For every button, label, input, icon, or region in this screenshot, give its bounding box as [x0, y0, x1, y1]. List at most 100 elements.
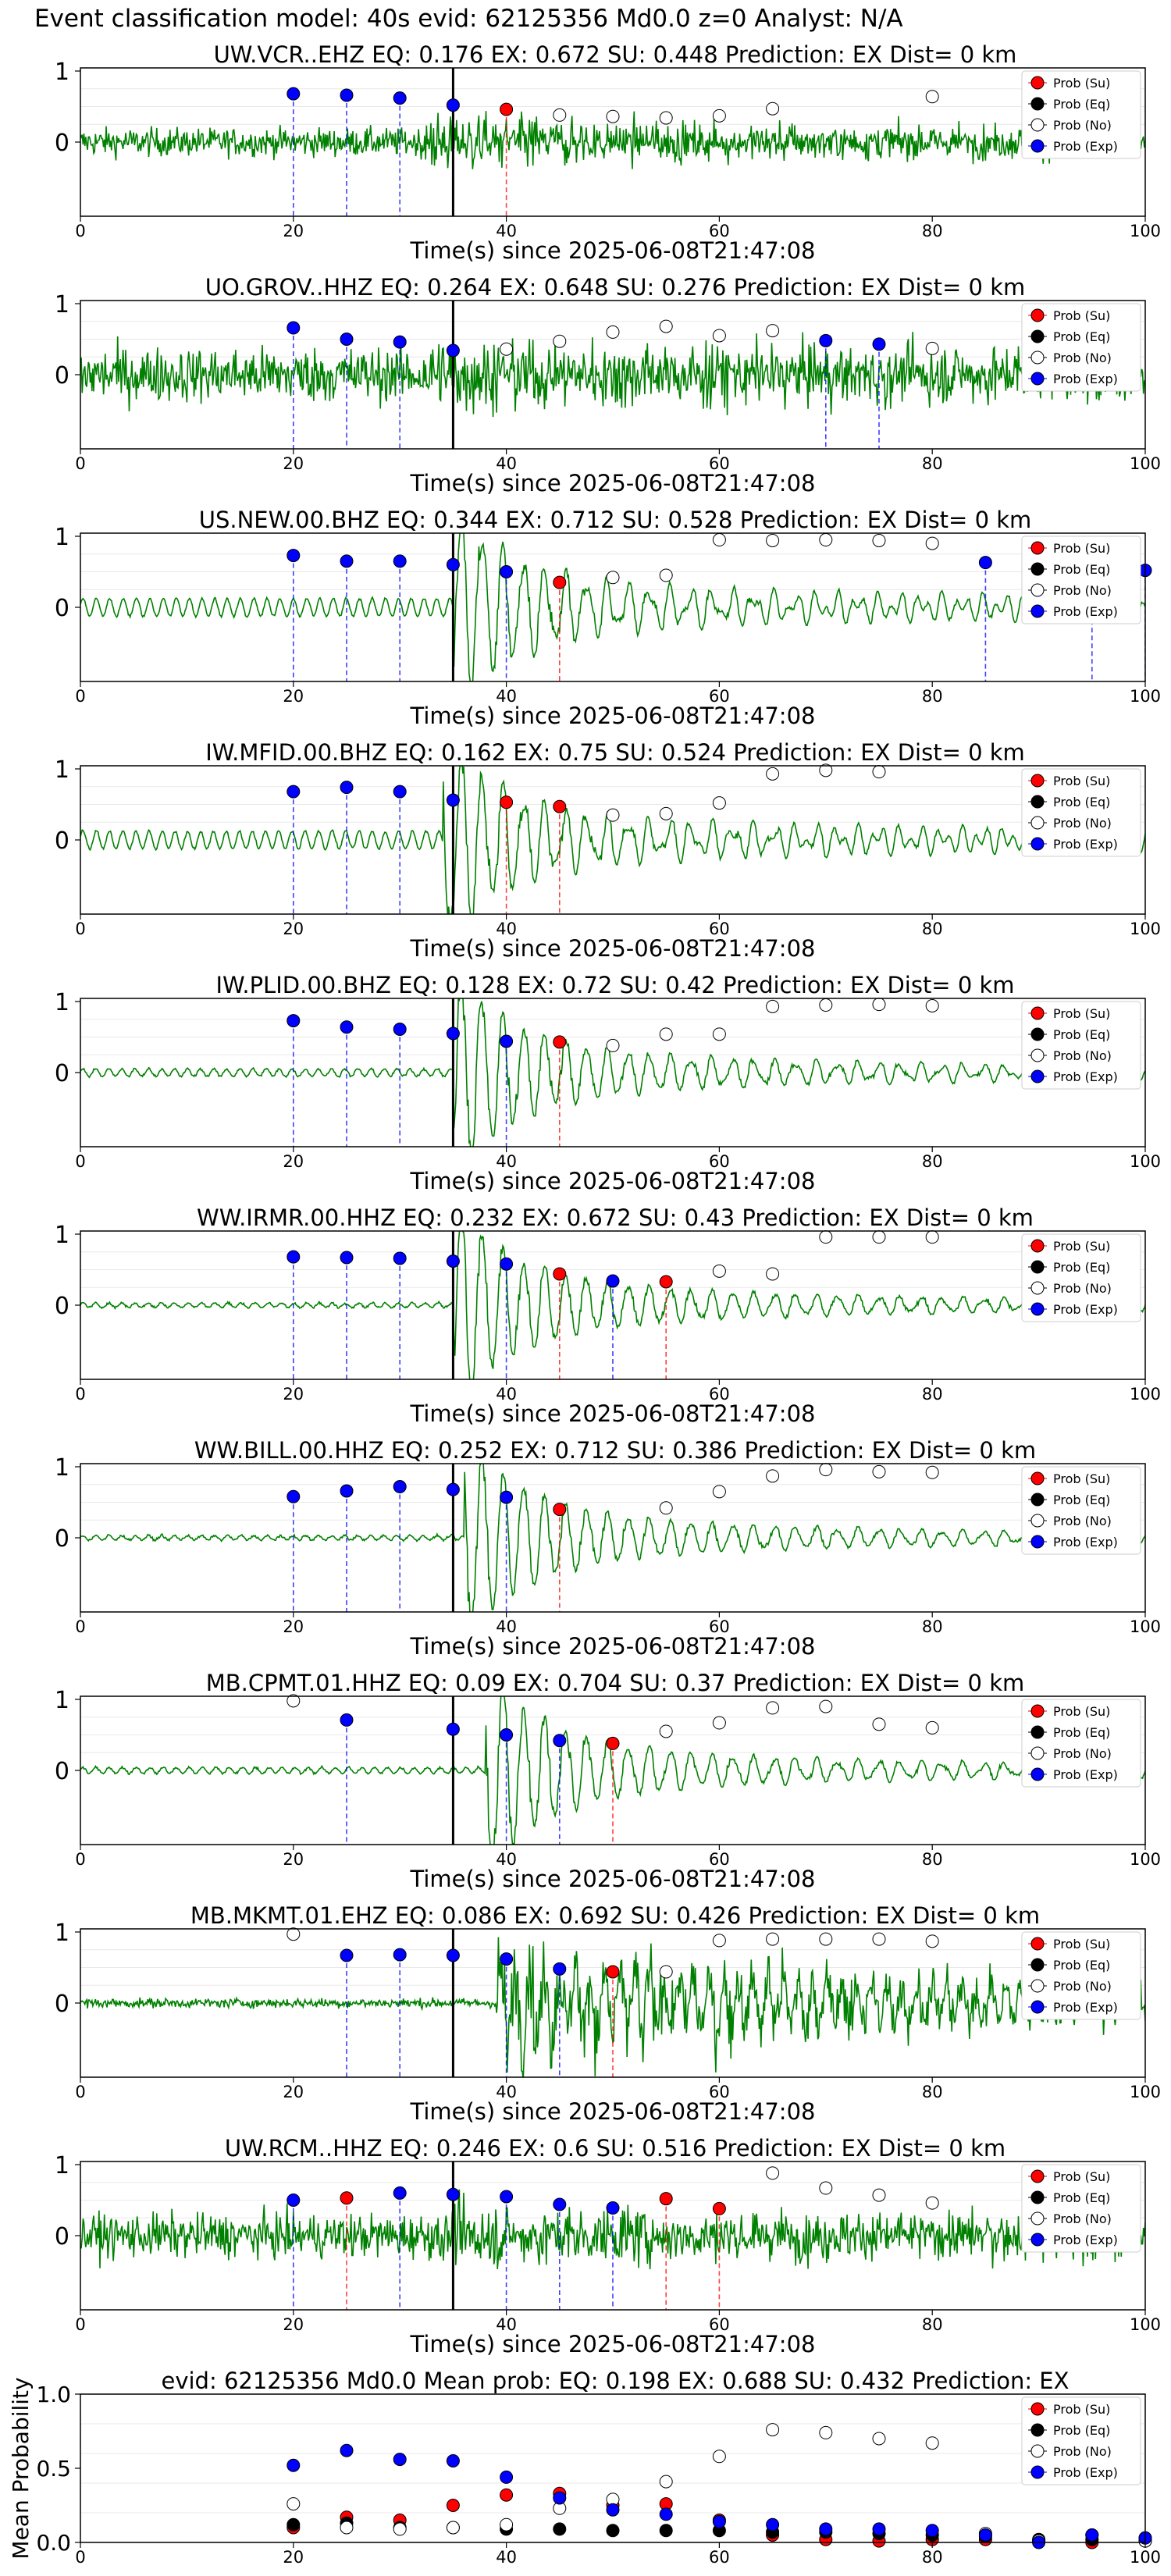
x-tick-label: 80	[922, 2315, 943, 2334]
legend-label: Prob (No)	[1053, 1281, 1112, 1296]
prob-point-no	[500, 342, 514, 356]
mean-point-eq	[659, 2524, 673, 2538]
prob-point-no	[925, 90, 939, 104]
x-tick-label: 20	[283, 2315, 304, 2334]
waveform-trace	[80, 332, 1145, 418]
prob-point-no	[287, 1694, 301, 1708]
x-tick-label: 80	[922, 1152, 943, 1171]
prob-point-exp	[606, 2201, 620, 2215]
legend-marker-eq	[1030, 1260, 1045, 1274]
mean-point-exp	[1085, 2528, 1099, 2542]
legend-label: Prob (No)	[1053, 1514, 1112, 1528]
legend: Prob (Su) Prob (Eq) Prob (No) Prob (Exp)	[1021, 1466, 1141, 1555]
legend-marker-exp	[1030, 2465, 1045, 2479]
mean-point-no	[287, 2497, 301, 2511]
prob-point-no	[872, 533, 886, 547]
mean-point-exp	[872, 2522, 886, 2536]
x-axis-label: Time(s) since 2025-06-08T21:47:08	[410, 935, 816, 962]
legend-label: Prob (Eq)	[1053, 562, 1110, 577]
prob-point-no	[819, 1230, 833, 1244]
mean-point-exp	[393, 2453, 407, 2467]
x-axis-label: Time(s) since 2025-06-08T21:47:08	[410, 703, 816, 729]
x-tick-label: 40	[496, 2548, 517, 2567]
legend-label: Prob (Eq)	[1053, 2190, 1110, 2205]
prob-point-exp	[500, 1034, 514, 1048]
x-tick-label: 100	[1130, 1385, 1161, 1404]
prob-point-no	[712, 1934, 726, 1948]
y-tick-label: 0	[55, 1991, 69, 2018]
prob-point-exp	[978, 556, 992, 570]
x-tick-label: 60	[709, 687, 730, 706]
prob-point-no	[606, 571, 620, 585]
y-tick-label: 0	[55, 827, 69, 855]
x-tick-label: 20	[283, 1850, 304, 1869]
prob-point-exp	[340, 333, 354, 346]
x-tick-label: 20	[283, 1385, 304, 1404]
prob-point-no	[606, 109, 620, 123]
x-tick-label: 20	[283, 2083, 304, 2101]
prob-point-no	[712, 109, 726, 123]
legend-marker-eq	[1030, 1493, 1045, 1507]
prob-point-exp	[340, 781, 354, 795]
legend-marker-no	[1030, 1514, 1045, 1528]
prob-point-no	[712, 1027, 726, 1041]
mean-point-exp	[606, 2503, 620, 2517]
legend-label: Prob (Eq)	[1053, 2423, 1110, 2438]
mean-point-exp	[287, 2458, 301, 2472]
prob-point-exp	[340, 1948, 354, 1962]
x-tick-label: 20	[283, 920, 304, 938]
prob-point-exp	[446, 557, 460, 571]
legend-label: Prob (No)	[1053, 1746, 1112, 1761]
panel-title: US.NEW.00.BHZ EQ: 0.344 EX: 0.712 SU: 0.…	[199, 507, 1032, 533]
x-tick-label: 100	[1130, 1850, 1161, 1869]
x-tick-label: 60	[709, 1617, 730, 1636]
legend-label: Prob (No)	[1053, 816, 1112, 831]
prob-point-no	[712, 1716, 726, 1730]
legend-label: Prob (No)	[1053, 2444, 1112, 2459]
prob-point-no	[819, 1699, 833, 1713]
y-axis-label: Mean Probability	[8, 2377, 34, 2559]
plot-area	[80, 2394, 1145, 2542]
x-tick-label: 0	[75, 1617, 85, 1636]
x-tick-label: 40	[496, 1617, 517, 1636]
y-tick-label: 1	[55, 1920, 69, 1947]
prob-point-no	[766, 2166, 780, 2180]
x-tick-label: 0	[75, 920, 85, 938]
legend-marker-exp	[1030, 1767, 1045, 1781]
legend-label: Prob (Su)	[1053, 76, 1110, 91]
prob-point-no	[712, 1485, 726, 1499]
prob-point-no	[712, 1264, 726, 1278]
x-tick-label: 0	[75, 2315, 85, 2334]
prob-point-no	[287, 1927, 301, 1941]
prob-point-no	[925, 1720, 939, 1735]
prob-point-no	[659, 1724, 673, 1738]
x-tick-label: 0	[75, 222, 85, 240]
x-tick-label: 80	[922, 1617, 943, 1636]
station-panel-9: MB.MKMT.01.EHZ EQ: 0.086 EX: 0.692 SU: 0…	[55, 1902, 1161, 2125]
legend-label: Prob (Eq)	[1053, 1725, 1110, 1740]
legend-marker-su	[1030, 1937, 1045, 1951]
legend-marker-su	[1030, 76, 1045, 90]
prob-point-exp	[287, 785, 301, 799]
prob-point-no	[766, 533, 780, 547]
legend-label: Prob (Su)	[1053, 2402, 1110, 2417]
legend-label: Prob (Eq)	[1053, 1027, 1110, 1042]
mean-point-exp	[659, 2507, 673, 2521]
x-tick-label: 0	[75, 1152, 85, 1171]
mean-point-no	[712, 2450, 726, 2464]
prob-point-exp	[500, 1952, 514, 1966]
legend-box	[1021, 1001, 1141, 1090]
legend-marker-no	[1030, 118, 1045, 132]
trace-clip-group	[80, 533, 1145, 681]
legend-marker-eq	[1030, 1725, 1045, 1739]
y-tick-label: 0	[55, 2223, 69, 2250]
legend-box	[1021, 2164, 1141, 2253]
x-tick-label: 60	[709, 2548, 730, 2567]
prob-point-su	[553, 1503, 567, 1517]
legend-label: Prob (Exp)	[1053, 1767, 1118, 1782]
prob-point-no	[925, 2196, 939, 2210]
legend-marker-su	[1030, 1239, 1045, 1253]
legend-marker-exp	[1030, 372, 1045, 386]
y-tick-label: 1	[55, 1687, 69, 1714]
